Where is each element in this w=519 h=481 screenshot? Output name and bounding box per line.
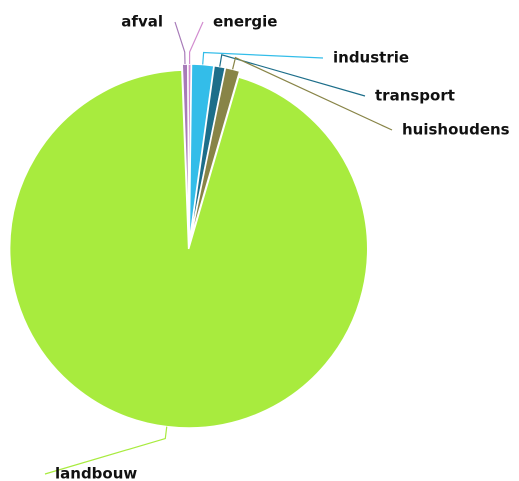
- leader-line: [174, 21, 186, 65]
- slice-label: industrie: [333, 49, 409, 67]
- leader-line: [44, 426, 168, 475]
- pie-slice: [8, 69, 369, 429]
- pie-slice: [188, 66, 241, 244]
- leader-line: [232, 56, 393, 131]
- leader-line: [188, 21, 204, 65]
- slice-label: huishoudens: [402, 121, 510, 139]
- slice-label: afval: [121, 13, 163, 31]
- leader-line: [202, 51, 324, 65]
- slice-label: landbouw: [55, 465, 137, 481]
- leader-line: [219, 54, 366, 97]
- slice-label: energie: [213, 13, 277, 31]
- slice-label: transport: [375, 87, 455, 105]
